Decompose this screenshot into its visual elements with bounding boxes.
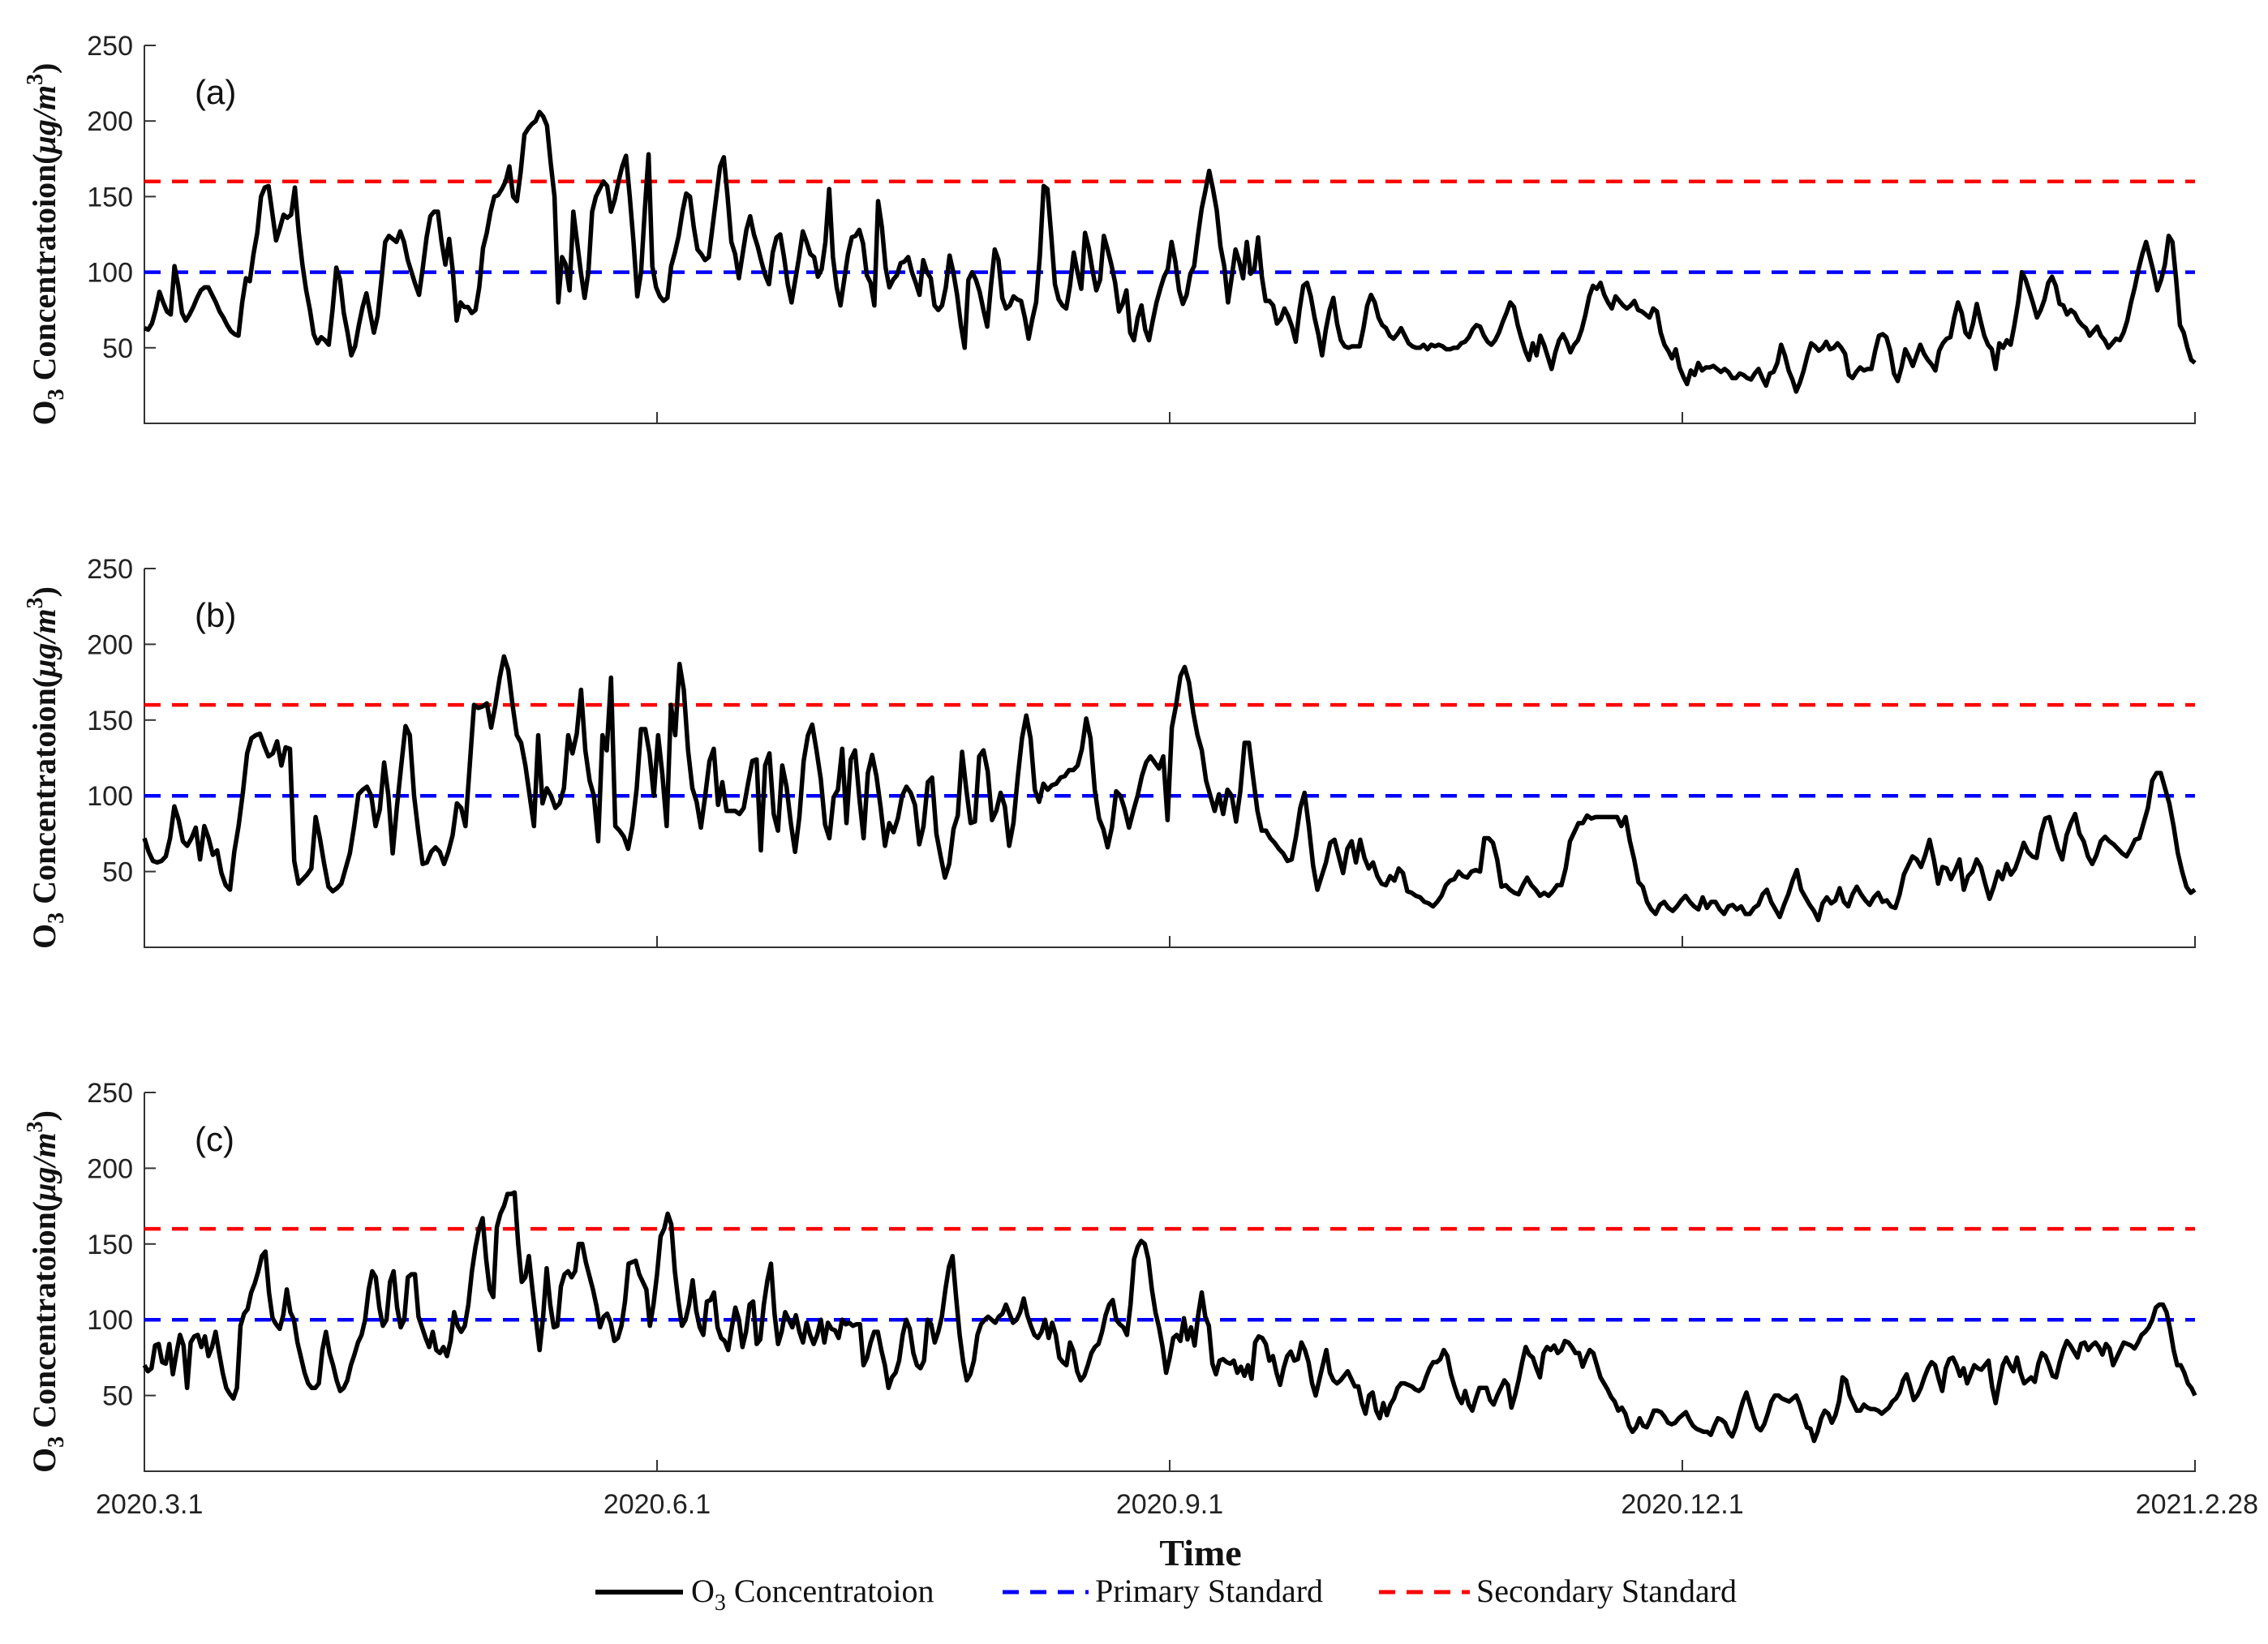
y-axis-title: O3 Concentratoion(μg/m3) — [23, 586, 69, 949]
legend-o3-label: O3 Concentratoion — [691, 1573, 934, 1616]
y-tick-label: 100 — [87, 258, 133, 289]
y-tick-label: 150 — [87, 182, 133, 212]
y-axis-title: O3 Concentratoion(μg/m3) — [23, 1110, 69, 1473]
y-tick-label: 150 — [87, 1230, 133, 1260]
legend-secondary-label: Secondary Standard — [1476, 1573, 1737, 1609]
panel-a: 50 100 150 200 250 (a) O3 Concentratoion(μg/m3… — [23, 31, 2197, 426]
panel-label: (b) — [195, 596, 236, 634]
panel-c: 50 100 150 200 250 (c) O3 Concentratoion(μg/m3… — [23, 1078, 2258, 1573]
x-tick-label: 2021.2.28 — [2136, 1489, 2258, 1520]
panel-label: (a) — [195, 73, 236, 111]
axis-frame — [144, 1092, 2196, 1472]
panel-b: 50 100 150 200 250 (b) O3 Concentratoion(μg/m3… — [23, 554, 2197, 949]
x-axis-title: Time — [1159, 1532, 1241, 1573]
legend-primary-label: Primary Standard — [1095, 1573, 1323, 1609]
y-tick-label: 200 — [87, 1153, 133, 1184]
o3-concentration-line — [143, 109, 2197, 394]
y-tick-label: 200 — [87, 106, 133, 137]
y-tick-label: 50 — [102, 1381, 133, 1412]
axis-frame — [144, 45, 2196, 424]
y-tick-label: 100 — [87, 781, 133, 812]
legend: O3 Concentratoion Primary Standard Seconda… — [595, 1573, 1737, 1616]
y-tick-label: 150 — [87, 706, 133, 736]
o3-concentration-line — [142, 1190, 2197, 1444]
o3-concentration-line — [142, 654, 2197, 923]
y-tick-label: 200 — [87, 629, 133, 660]
panel-label: (c) — [195, 1120, 234, 1158]
x-tick-label: 2020.3.1 — [96, 1489, 203, 1520]
y-axis-title: O3 Concentratoion(μg/m3) — [23, 63, 69, 426]
y-tick-label: 250 — [87, 1078, 133, 1109]
y-tick-label: 50 — [102, 857, 133, 888]
x-tick-label: 2020.9.1 — [1116, 1489, 1223, 1520]
x-tick-label: 2020.12.1 — [1621, 1489, 1743, 1520]
y-tick-label: 250 — [87, 31, 133, 62]
x-tick-label: 2020.6.1 — [604, 1489, 711, 1520]
y-tick-label: 100 — [87, 1305, 133, 1336]
y-tick-label: 250 — [87, 554, 133, 585]
y-tick-label: 50 — [102, 333, 133, 364]
